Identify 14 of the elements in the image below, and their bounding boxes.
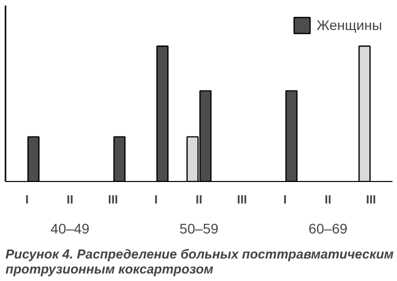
x-tick-label: II [196,192,202,206]
x-tick-label: II [66,192,74,206]
text: 40–49 [50,220,90,236]
x-tick-label: I [25,192,29,206]
legend-label: Женщины [316,17,382,33]
text: Рисунок 4. Распределение больных посттравматическим протрузионным коксартрозом [6,246,394,276]
x-tick-label: III [237,192,248,206]
text: 60–69 [308,220,348,236]
x-tick-label: I [283,192,287,206]
x-tick-label: I [154,192,158,206]
x-tick-label: III [108,192,118,206]
x-tick-label: II [324,192,332,206]
text: 50–59 [180,220,219,236]
x-tick-label: III [366,192,376,206]
